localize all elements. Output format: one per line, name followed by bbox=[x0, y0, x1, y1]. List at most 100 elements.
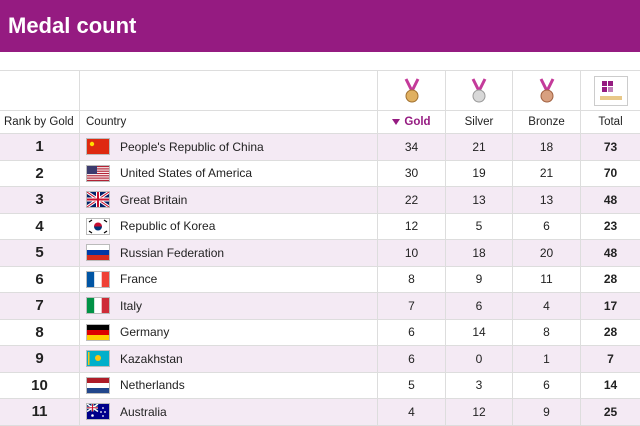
country-name: Republic of Korea bbox=[120, 219, 216, 234]
table-cell: 5 bbox=[446, 213, 513, 239]
country-name: People's Republic of China bbox=[120, 139, 264, 154]
column-header: Country bbox=[80, 111, 378, 133]
table-row: 6 France 8 9 11 28 bbox=[0, 266, 640, 293]
total-icon bbox=[593, 75, 628, 106]
table-row: 4 Republic of Korea 12 5 6 23 bbox=[0, 213, 640, 240]
table-cell: 34 bbox=[378, 134, 446, 160]
table-cell: 11 bbox=[513, 266, 581, 292]
table-cell: Kazakhstan bbox=[80, 346, 378, 372]
flag-icon bbox=[86, 376, 110, 394]
column-header[interactable]: Bronze bbox=[513, 111, 581, 133]
medal-icon bbox=[404, 77, 419, 102]
table-row: 2 United States of America 30 19 21 70 bbox=[0, 160, 640, 187]
medal-table: Rank by Gold Country Gold Silver Bronze … bbox=[0, 70, 640, 426]
country-name: United States of America bbox=[120, 166, 253, 181]
table-cell: People's Republic of China bbox=[80, 134, 378, 160]
table-cell: 3 bbox=[0, 187, 80, 213]
table-cell: 30 bbox=[378, 160, 446, 186]
flag-icon bbox=[86, 350, 110, 368]
table-cell: 48 bbox=[603, 245, 618, 260]
table-cell: 6 bbox=[446, 293, 513, 319]
table-cell: 7 bbox=[378, 293, 446, 319]
table-cell: 6 bbox=[513, 213, 581, 239]
country-name: Australia bbox=[120, 404, 167, 419]
flag-icon bbox=[86, 403, 110, 421]
silver-icon bbox=[446, 71, 513, 110]
country-name: Netherlands bbox=[120, 378, 185, 393]
table-cell: France bbox=[80, 266, 378, 292]
country-name: Italy bbox=[120, 298, 143, 313]
country-name: France bbox=[120, 272, 158, 287]
table-cell: 10 bbox=[0, 372, 80, 398]
column-header: Rank by Gold bbox=[0, 111, 80, 133]
table-cell: 5 bbox=[378, 372, 446, 398]
table-cell: 3 bbox=[446, 372, 513, 398]
table-cell: 2 bbox=[0, 160, 80, 186]
table-cell: 20 bbox=[513, 240, 581, 266]
sort-arrow bbox=[392, 119, 401, 125]
table-cell: 10 bbox=[378, 240, 446, 266]
table-cell: 28 bbox=[603, 325, 618, 340]
table-cell: 21 bbox=[446, 134, 513, 160]
header-row: Rank by Gold Country Gold Silver Bronze … bbox=[0, 111, 640, 134]
column-header[interactable]: Silver bbox=[446, 111, 513, 133]
table-cell: 1 bbox=[513, 346, 581, 372]
table-cell: 8 bbox=[0, 319, 80, 345]
table-cell: 1 bbox=[0, 134, 80, 160]
table-cell: Australia bbox=[80, 399, 378, 425]
table-cell: Russian Federation bbox=[80, 240, 378, 266]
table-cell: 73 bbox=[603, 139, 618, 154]
table-cell: 0 bbox=[446, 346, 513, 372]
table-cell: 21 bbox=[513, 160, 581, 186]
column-header[interactable]: Total bbox=[598, 116, 623, 128]
flag-icon bbox=[86, 138, 110, 156]
table-cell: 4 bbox=[0, 213, 80, 239]
country-name: Germany bbox=[120, 325, 170, 340]
table-cell: 9 bbox=[0, 346, 80, 372]
table-cell: Italy bbox=[80, 293, 378, 319]
table-cell: 18 bbox=[446, 240, 513, 266]
medal-icon bbox=[471, 77, 487, 102]
table-cell: 4 bbox=[513, 293, 581, 319]
table-cell: 13 bbox=[513, 187, 581, 213]
country-name: Russian Federation bbox=[120, 245, 225, 260]
country-name: Great Britain bbox=[120, 192, 188, 207]
flag-icon bbox=[86, 217, 110, 235]
table-cell: 8 bbox=[513, 319, 581, 345]
table-row: 1 People's Republic of China 34 21 18 73 bbox=[0, 134, 640, 161]
table-cell: 8 bbox=[378, 266, 446, 292]
flag-icon bbox=[86, 297, 110, 315]
table-cell: 4 bbox=[378, 399, 446, 425]
column-header[interactable]: Gold bbox=[378, 111, 446, 133]
table-cell: 7 bbox=[607, 351, 614, 366]
flag-icon bbox=[86, 164, 110, 182]
table-cell: Germany bbox=[80, 319, 378, 345]
table-cell: 5 bbox=[0, 240, 80, 266]
total-icon bbox=[581, 71, 640, 110]
table-cell: 6 bbox=[513, 372, 581, 398]
bronze-icon bbox=[513, 71, 581, 110]
table-cell: 14 bbox=[446, 319, 513, 345]
table-cell: 22 bbox=[378, 187, 446, 213]
table-cell: 18 bbox=[513, 134, 581, 160]
table-row: 8 Germany 6 14 8 28 bbox=[0, 319, 640, 346]
table-row: 7 Italy 7 6 4 17 bbox=[0, 293, 640, 320]
column-header-text: Gold bbox=[404, 116, 431, 128]
table-cell: 14 bbox=[603, 378, 618, 393]
header-bar: Medal count bbox=[0, 0, 640, 52]
table-row: 3 Great Britain 22 13 13 48 bbox=[0, 187, 640, 214]
table-cell: 13 bbox=[446, 187, 513, 213]
table-cell: Great Britain bbox=[80, 187, 378, 213]
table-row: 9 Kazakhstan 6 0 1 7 bbox=[0, 346, 640, 373]
table-cell: United States of America bbox=[80, 160, 378, 186]
table-cell: 11 bbox=[0, 399, 80, 425]
table-cell: 48 bbox=[603, 192, 618, 207]
table-cell: Netherlands bbox=[80, 372, 378, 398]
table-cell: 23 bbox=[603, 219, 618, 234]
table-cell: 19 bbox=[446, 160, 513, 186]
table-cell: 12 bbox=[378, 213, 446, 239]
table-cell: 28 bbox=[603, 272, 618, 287]
table-row: 11 Australia 4 12 9 25 bbox=[0, 399, 640, 426]
table-cell: 12 bbox=[446, 399, 513, 425]
